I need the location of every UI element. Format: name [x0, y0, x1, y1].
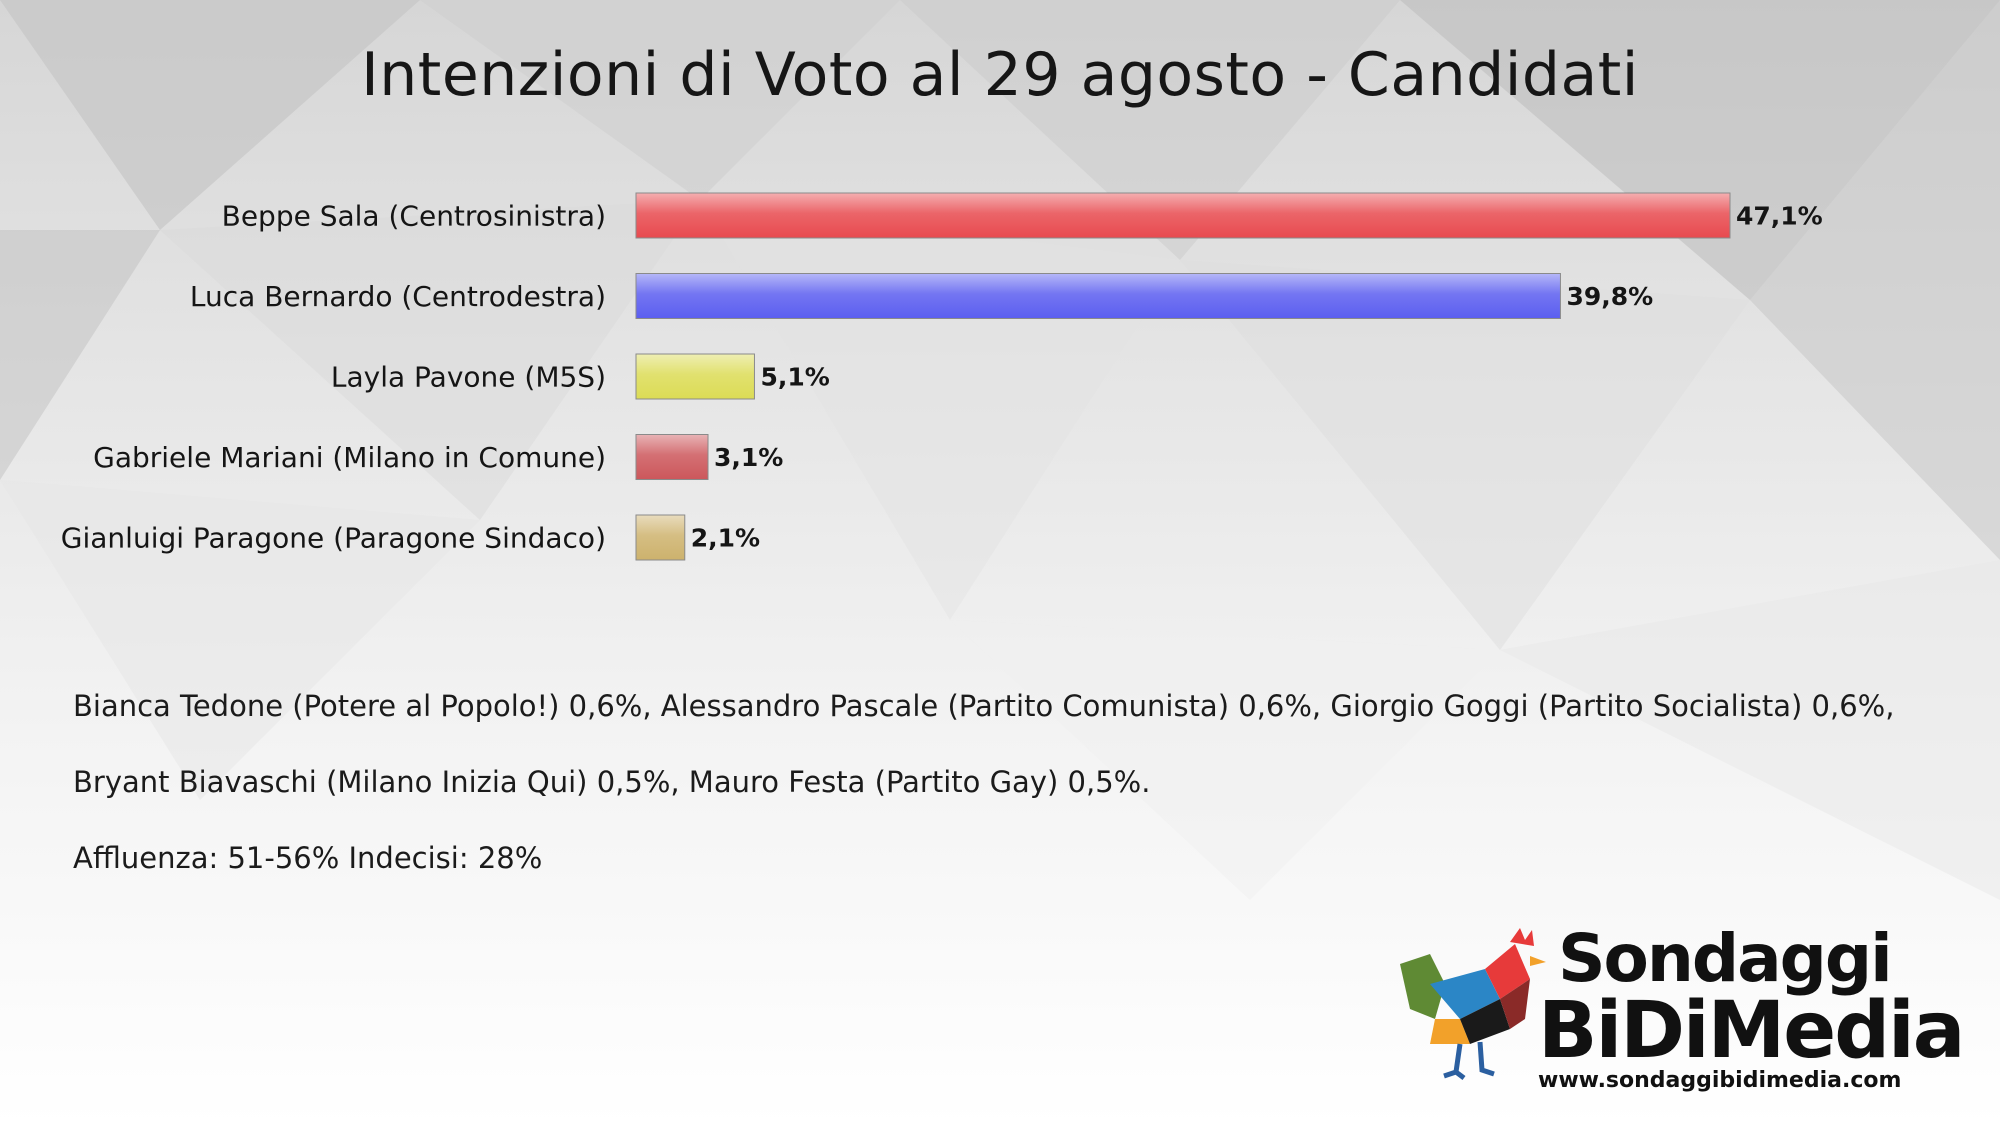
chart-title: Intenzioni di Voto al 29 agosto - Candid…: [361, 40, 1639, 110]
bar: [635, 434, 709, 480]
notes-line-2: Bryant Biavaschi (Milano Inizia Qui) 0,5…: [73, 765, 1151, 799]
category-label: Beppe Sala (Centrosinistra): [222, 200, 606, 233]
rooster-icon: [1400, 928, 1546, 1080]
bar-chart: Beppe Sala (Centrosinistra) 47,1% Luca Ber…: [61, 192, 1823, 561]
bar: [635, 514, 686, 561]
brand-logo[interactable]: Sondaggi BiDiMedia www.sondaggibidimedia…: [1390, 918, 1990, 1118]
category-label: Luca Bernardo (Centrodestra): [190, 280, 606, 313]
category-label: Gabriele Mariani (Milano in Comune): [93, 441, 606, 474]
data-label: 39,8%: [1566, 282, 1653, 311]
data-label: 47,1%: [1736, 202, 1823, 231]
data-label: 5,1%: [760, 363, 829, 392]
data-label: 3,1%: [714, 443, 783, 472]
logo-text-sondaggi: Sondaggi: [1558, 920, 1893, 997]
notes-line-1: Bianca Tedone (Potere al Popolo!) 0,6%, …: [73, 689, 1895, 723]
data-label: 2,1%: [691, 524, 760, 553]
logo-url[interactable]: www.sondaggibidimedia.com: [1538, 1068, 1902, 1093]
category-label: Layla Pavone (M5S): [331, 361, 606, 394]
notes: Bianca Tedone (Potere al Popolo!) 0,6%, …: [73, 686, 1953, 914]
bar: [635, 353, 755, 400]
notes-line-3: Affluenza: 51-56% Indecisi: 28%: [73, 841, 543, 875]
bar: [635, 192, 1731, 239]
logo-text-bidimedia: BiDiMedia: [1538, 986, 1965, 1076]
bar: [635, 273, 1561, 319]
category-label: Gianluigi Paragone (Paragone Sindaco): [61, 522, 606, 555]
